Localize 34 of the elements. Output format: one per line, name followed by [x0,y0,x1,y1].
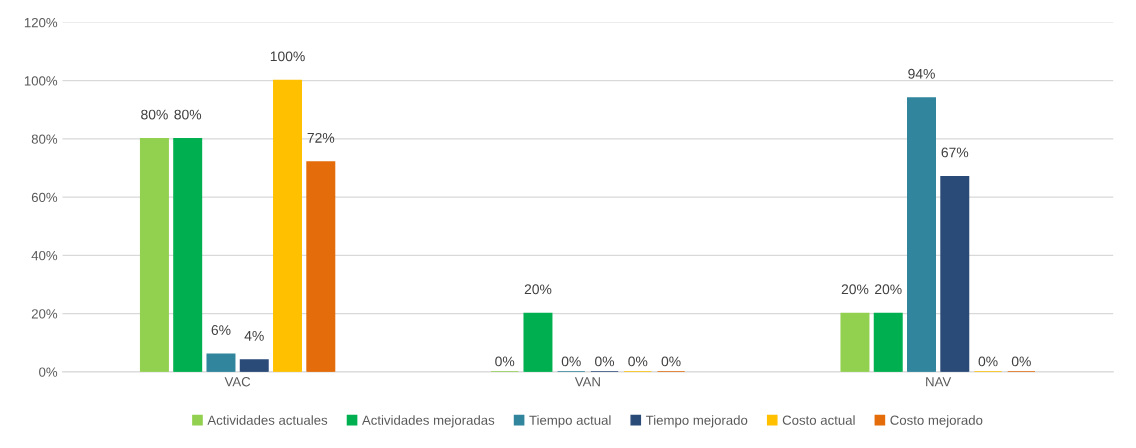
legend-label: Actividades actuales [207,415,328,425]
data-label: 20% [875,284,902,295]
legend-label: Costo mejorado [890,415,983,428]
data-label: 94% [908,68,935,79]
x-tick-label: NAV [926,377,952,387]
y-tick-label: 20% [31,309,58,319]
y-tick-label: 120% [24,17,58,28]
data-label: 0% [628,356,648,367]
legend-label: Tiempo actual [529,415,611,428]
x-tick-label: VAN [574,377,600,387]
legend-label: Costo actual [782,415,855,425]
data-label: 0% [1011,356,1031,367]
y-tick-label: 0% [39,367,58,377]
data-label: 0% [978,356,998,367]
y-tick-label: 80% [31,134,58,144]
data-label: 20% [841,284,869,295]
data-label: 100% [270,51,305,62]
legend-label: Actividades mejoradas [361,415,495,428]
data-label: 20% [524,284,552,295]
data-label: 0% [561,356,581,367]
data-label: 0% [595,356,615,367]
legend-label: Tiempo mejorado [645,415,748,428]
data-label: 72% [307,132,335,143]
x-tick-label: VAC [224,377,251,387]
data-label: 0% [495,356,515,367]
data-label: 4% [244,331,264,341]
y-tick-label: 40% [31,250,58,261]
y-tick-label: 60% [31,192,58,203]
data-label: 67% [941,147,969,158]
data-label: 80% [174,109,202,120]
y-tick-label: 100% [24,76,58,86]
data-label: 0% [661,356,681,367]
data-label: 6% [211,325,231,335]
data-label: 80% [141,109,168,120]
